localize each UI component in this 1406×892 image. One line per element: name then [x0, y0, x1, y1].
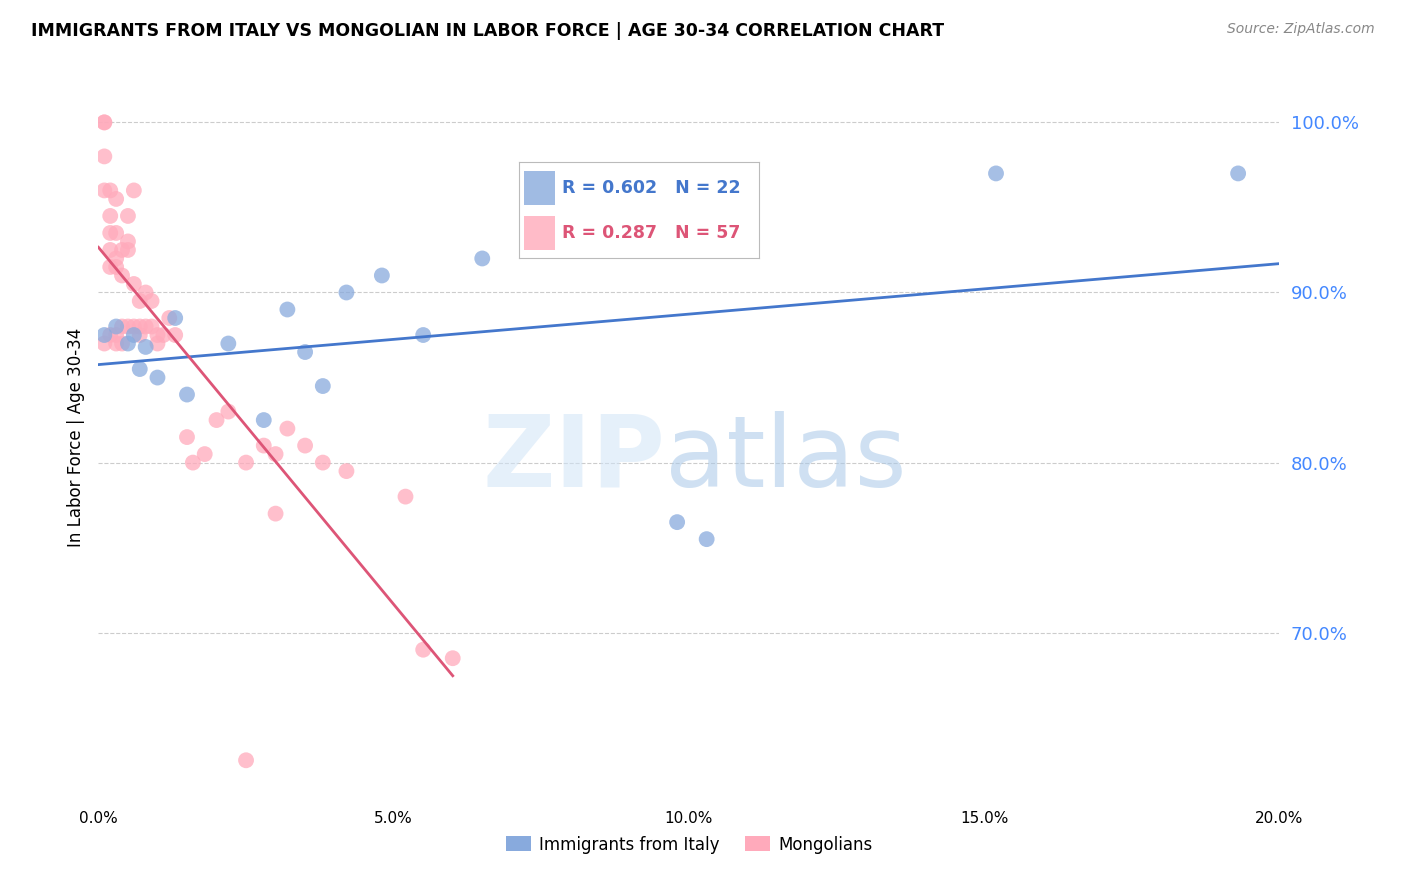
- Point: [984, 166, 1007, 180]
- Point: [122, 328, 145, 343]
- Point: [205, 413, 228, 427]
- Point: [152, 328, 174, 343]
- Point: [98, 328, 121, 343]
- Point: [235, 456, 257, 470]
- Point: [98, 209, 121, 223]
- Point: [111, 336, 134, 351]
- Point: [141, 319, 163, 334]
- Point: [157, 311, 180, 326]
- Point: [335, 464, 357, 478]
- Point: [394, 490, 416, 504]
- Point: [105, 328, 128, 343]
- Point: [117, 209, 139, 223]
- Point: [135, 285, 157, 300]
- Point: [93, 149, 115, 163]
- Point: [117, 235, 139, 249]
- Point: [93, 328, 115, 343]
- Point: [264, 447, 287, 461]
- Point: [412, 642, 434, 657]
- Point: [264, 507, 287, 521]
- Text: IMMIGRANTS FROM ITALY VS MONGOLIAN IN LABOR FORCE | AGE 30-34 CORRELATION CHART: IMMIGRANTS FROM ITALY VS MONGOLIAN IN LA…: [31, 22, 943, 40]
- Point: [105, 260, 128, 274]
- Point: [181, 456, 204, 470]
- Point: [98, 260, 121, 274]
- Point: [371, 268, 394, 283]
- Point: [276, 421, 298, 435]
- Point: [128, 328, 150, 343]
- Point: [98, 243, 121, 257]
- Point: [111, 268, 134, 283]
- Point: [217, 336, 239, 351]
- Point: [111, 319, 134, 334]
- Point: [165, 311, 187, 326]
- Point: [111, 243, 134, 257]
- Point: [312, 456, 335, 470]
- Point: [253, 439, 276, 453]
- Point: [312, 379, 335, 393]
- Point: [128, 293, 150, 308]
- Point: [146, 370, 169, 384]
- Point: [135, 340, 157, 354]
- Text: Source: ZipAtlas.com: Source: ZipAtlas.com: [1227, 22, 1375, 37]
- Point: [217, 404, 239, 418]
- Point: [471, 252, 494, 266]
- Point: [194, 447, 217, 461]
- Point: [98, 226, 121, 240]
- FancyBboxPatch shape: [524, 170, 555, 205]
- Point: [294, 345, 316, 359]
- Point: [93, 115, 115, 129]
- Y-axis label: In Labor Force | Age 30-34: In Labor Force | Age 30-34: [66, 327, 84, 547]
- Point: [105, 226, 128, 240]
- Point: [122, 319, 145, 334]
- Point: [165, 328, 187, 343]
- Point: [235, 753, 257, 767]
- Point: [146, 336, 169, 351]
- Text: ZIP: ZIP: [482, 410, 665, 508]
- Point: [93, 115, 115, 129]
- Text: R = 0.287   N = 57: R = 0.287 N = 57: [562, 224, 741, 242]
- Point: [117, 336, 139, 351]
- Point: [128, 319, 150, 334]
- Point: [105, 192, 128, 206]
- Point: [696, 532, 718, 546]
- Point: [412, 328, 434, 343]
- Point: [1227, 166, 1250, 180]
- Point: [98, 183, 121, 197]
- Point: [93, 336, 115, 351]
- Point: [141, 293, 163, 308]
- FancyBboxPatch shape: [524, 216, 555, 251]
- Point: [117, 319, 139, 334]
- Point: [335, 285, 357, 300]
- Text: R = 0.602   N = 22: R = 0.602 N = 22: [562, 179, 741, 197]
- Point: [105, 319, 128, 334]
- Point: [253, 413, 276, 427]
- Legend: Immigrants from Italy, Mongolians: Immigrants from Italy, Mongolians: [499, 829, 879, 860]
- Point: [122, 183, 145, 197]
- Point: [135, 319, 157, 334]
- Point: [176, 387, 198, 401]
- Point: [105, 336, 128, 351]
- Point: [122, 277, 145, 291]
- Point: [117, 243, 139, 257]
- Point: [176, 430, 198, 444]
- Point: [666, 515, 689, 529]
- Point: [128, 362, 150, 376]
- Point: [294, 439, 316, 453]
- Point: [93, 183, 115, 197]
- Point: [146, 328, 169, 343]
- Point: [276, 302, 298, 317]
- Text: atlas: atlas: [665, 410, 907, 508]
- Point: [441, 651, 464, 665]
- Point: [105, 252, 128, 266]
